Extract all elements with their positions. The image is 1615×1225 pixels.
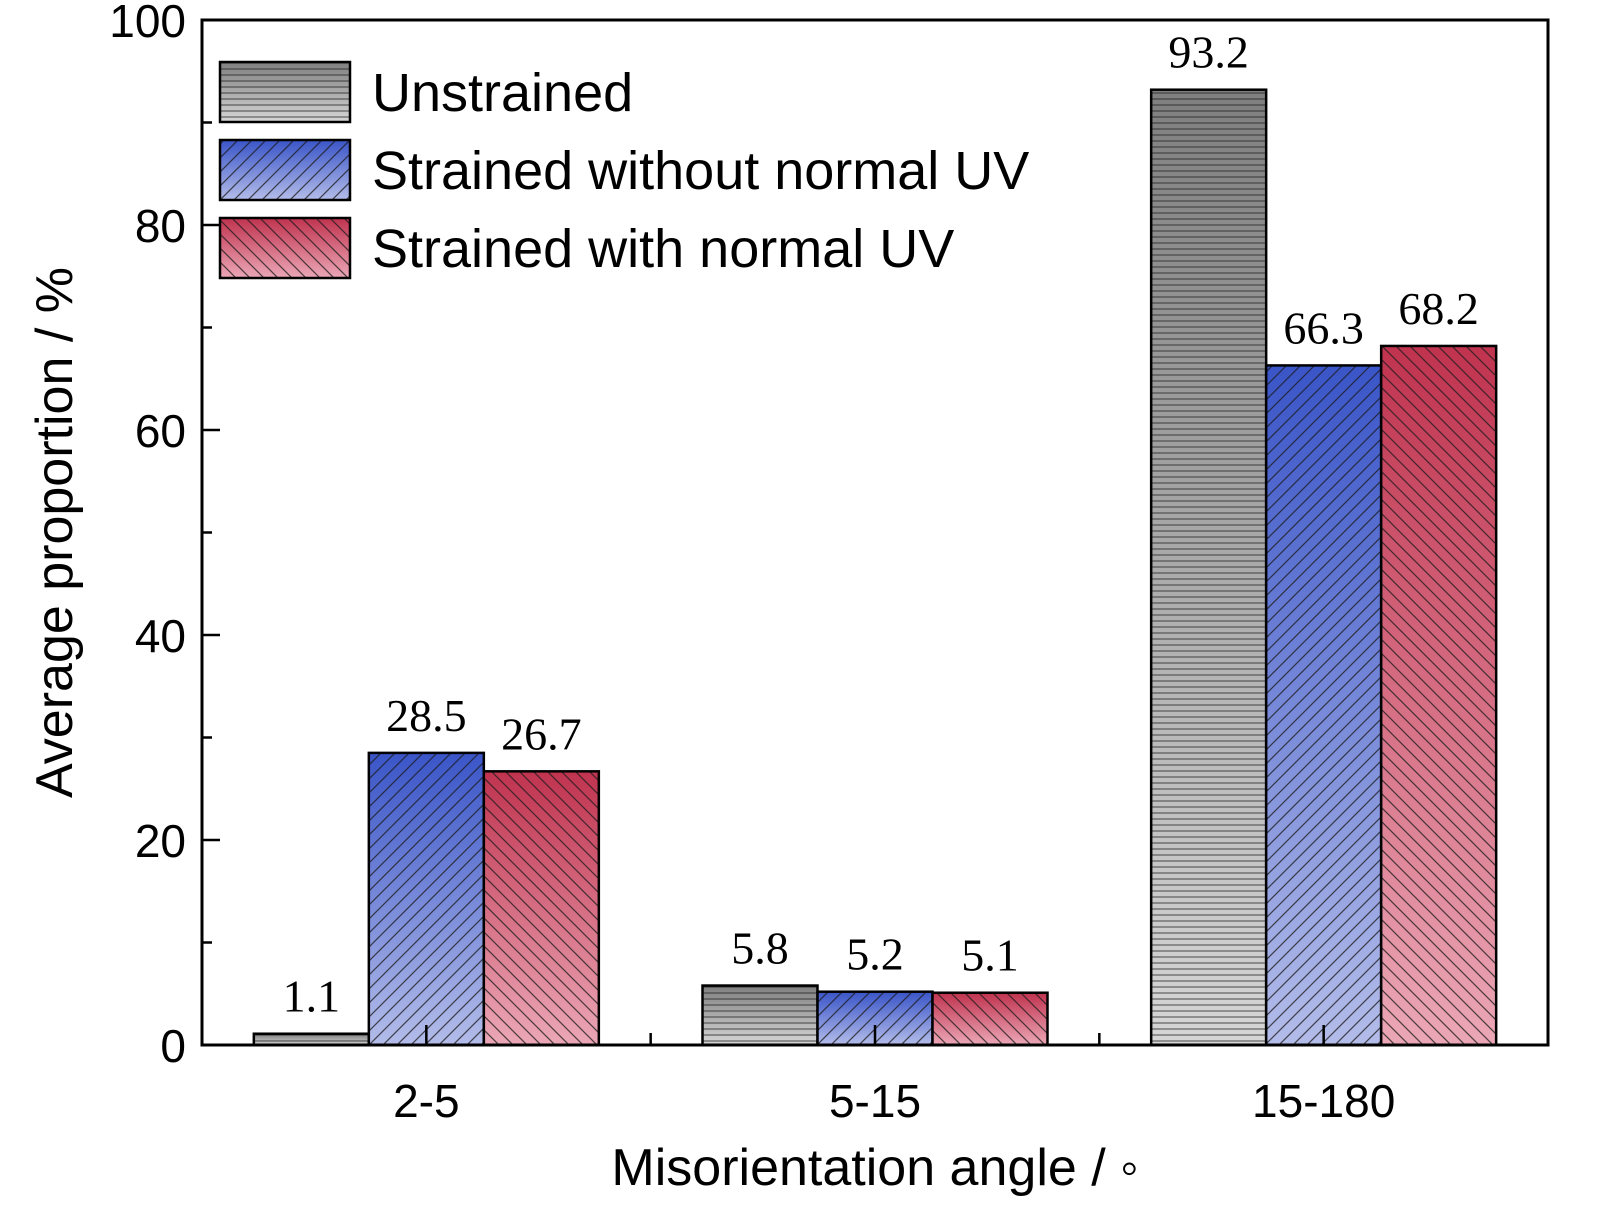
bar-unstrained-15-180-hatch [1149, 88, 1268, 1047]
bar-strained-without-normal-uv-15-180-hatch [1264, 364, 1383, 1047]
bar-strained-with-normal-uv-5-15-hatch [931, 991, 1049, 1047]
data-label: 1.1 [283, 971, 341, 1022]
data-label: 68.2 [1398, 283, 1479, 334]
legend: Unstrained Strained without normal UV Stra… [218, 60, 1029, 280]
y-tick-label: 20 [135, 815, 186, 867]
data-label: 26.7 [501, 708, 582, 759]
legend-swatch-hatch [218, 138, 352, 202]
legend-label: Unstrained [372, 63, 633, 123]
data-label: 5.2 [846, 929, 904, 980]
x-tick-label: 2-5 [393, 1075, 459, 1127]
x-tick-label: 5-15 [829, 1075, 921, 1127]
data-label: 5.8 [731, 923, 789, 974]
bar-strained-without-normal-uv-2-5-hatch [367, 751, 486, 1047]
data-label: 5.1 [961, 930, 1019, 981]
legend-swatch-hatch [218, 216, 352, 280]
data-label: 28.5 [386, 690, 467, 741]
x-tick-label: 15-180 [1252, 1075, 1395, 1127]
bar-unstrained-5-15-hatch [701, 984, 819, 1047]
legend-label: Strained without normal UV [372, 141, 1029, 201]
y-tick-label: 0 [160, 1020, 186, 1072]
x-axis-title: Misorientation angle / ◦ [611, 1139, 1138, 1197]
y-axis-title: Average proportion / % [26, 267, 84, 798]
y-tick-label: 80 [135, 200, 186, 252]
axes-layer: 2-5 5-15 15-180 0 20 40 60 80 100 [109, 0, 1395, 1127]
bars-layer [252, 88, 1498, 1047]
data-labels-layer: 1.1 28.5 26.7 5.8 5.2 5.1 93.2 66.3 68.2 [283, 27, 1479, 1022]
legend-swatch-hatch [218, 60, 352, 124]
legend-label: Strained with normal UV [372, 219, 954, 279]
bar-unstrained-2-5-hatch [252, 1032, 371, 1047]
data-label: 66.3 [1283, 302, 1364, 353]
y-tick-label: 100 [109, 0, 186, 47]
y-tick-label: 40 [135, 610, 186, 662]
y-tick-label: 60 [135, 405, 186, 457]
data-label: 93.2 [1168, 27, 1249, 78]
bar-strained-with-normal-uv-2-5-hatch [482, 770, 601, 1047]
bar-strained-with-normal-uv-15-180-hatch [1379, 344, 1498, 1047]
